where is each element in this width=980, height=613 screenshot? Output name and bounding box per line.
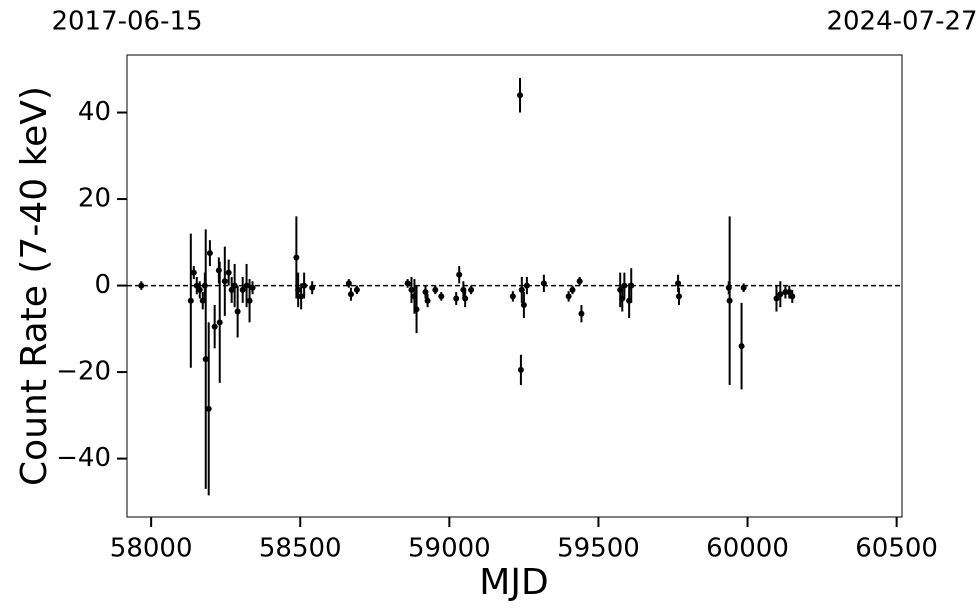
x-tick-label: 59500 bbox=[557, 534, 640, 564]
data-point bbox=[453, 295, 460, 302]
data-point bbox=[211, 323, 218, 330]
data-point bbox=[517, 92, 524, 99]
data-point bbox=[777, 291, 784, 298]
data-point bbox=[215, 267, 222, 274]
data-point bbox=[738, 343, 745, 350]
x-axis-label: MJD bbox=[479, 562, 548, 603]
data-point bbox=[517, 366, 524, 373]
x-tick-label: 60000 bbox=[706, 534, 789, 564]
data-point bbox=[628, 282, 635, 289]
data-point bbox=[228, 286, 235, 293]
data-point bbox=[196, 286, 203, 293]
x-tick-label: 59000 bbox=[408, 534, 491, 564]
data-point bbox=[221, 278, 228, 285]
data-point bbox=[578, 310, 585, 317]
top-date-label: 2024-07-27 bbox=[826, 7, 977, 37]
data-point bbox=[206, 250, 213, 257]
data-point bbox=[193, 282, 200, 289]
data-point bbox=[523, 282, 530, 289]
top-date-label: 2017-06-15 bbox=[51, 7, 202, 37]
data-point bbox=[540, 280, 547, 287]
data-point bbox=[518, 286, 525, 293]
data-point bbox=[353, 286, 360, 293]
data-point bbox=[249, 284, 256, 291]
data-point bbox=[468, 286, 475, 293]
y-tick-label: 40 bbox=[78, 97, 111, 127]
y-tick-label: −20 bbox=[56, 357, 111, 387]
data-point bbox=[456, 271, 463, 278]
y-axis-label: Count Rate (7-40 keV) bbox=[14, 86, 55, 486]
data-point bbox=[293, 254, 300, 261]
data-point bbox=[298, 293, 305, 300]
data-point bbox=[347, 291, 354, 298]
data-point bbox=[234, 308, 241, 315]
data-point bbox=[520, 302, 527, 309]
data-point bbox=[462, 295, 469, 302]
data-point bbox=[786, 289, 793, 296]
data-point bbox=[309, 284, 316, 291]
data-point bbox=[239, 286, 246, 293]
data-point bbox=[789, 293, 796, 300]
data-point bbox=[576, 278, 583, 285]
data-point bbox=[301, 282, 308, 289]
x-tick-label: 60500 bbox=[855, 534, 938, 564]
data-point bbox=[432, 286, 439, 293]
y-tick-label: 20 bbox=[78, 184, 111, 214]
data-point bbox=[675, 293, 682, 300]
data-point bbox=[424, 297, 431, 304]
data-point bbox=[216, 319, 223, 326]
data-point bbox=[404, 280, 411, 287]
data-point bbox=[773, 295, 780, 302]
data-point bbox=[413, 306, 420, 313]
data-point bbox=[345, 280, 352, 287]
data-point bbox=[246, 297, 253, 304]
data-point bbox=[675, 280, 682, 287]
data-point bbox=[243, 282, 250, 289]
x-tick-label: 58000 bbox=[110, 534, 193, 564]
data-point bbox=[726, 297, 733, 304]
data-point bbox=[231, 282, 238, 289]
x-tick-label: 58500 bbox=[259, 534, 342, 564]
data-point bbox=[187, 297, 194, 304]
data-point bbox=[438, 293, 445, 300]
data-point bbox=[509, 293, 516, 300]
data-point bbox=[408, 286, 415, 293]
data-point bbox=[202, 356, 209, 363]
data-point bbox=[199, 297, 206, 304]
y-tick-label: −40 bbox=[56, 443, 111, 473]
data-point bbox=[569, 286, 576, 293]
data-point bbox=[565, 293, 572, 300]
data-point bbox=[138, 282, 145, 289]
data-point bbox=[621, 282, 628, 289]
data-point bbox=[740, 284, 747, 291]
y-tick-label: 0 bbox=[94, 270, 111, 300]
data-point bbox=[225, 269, 232, 276]
data-point bbox=[190, 269, 197, 276]
data-point bbox=[422, 289, 429, 296]
data-point bbox=[205, 405, 212, 412]
data-point bbox=[295, 286, 302, 293]
